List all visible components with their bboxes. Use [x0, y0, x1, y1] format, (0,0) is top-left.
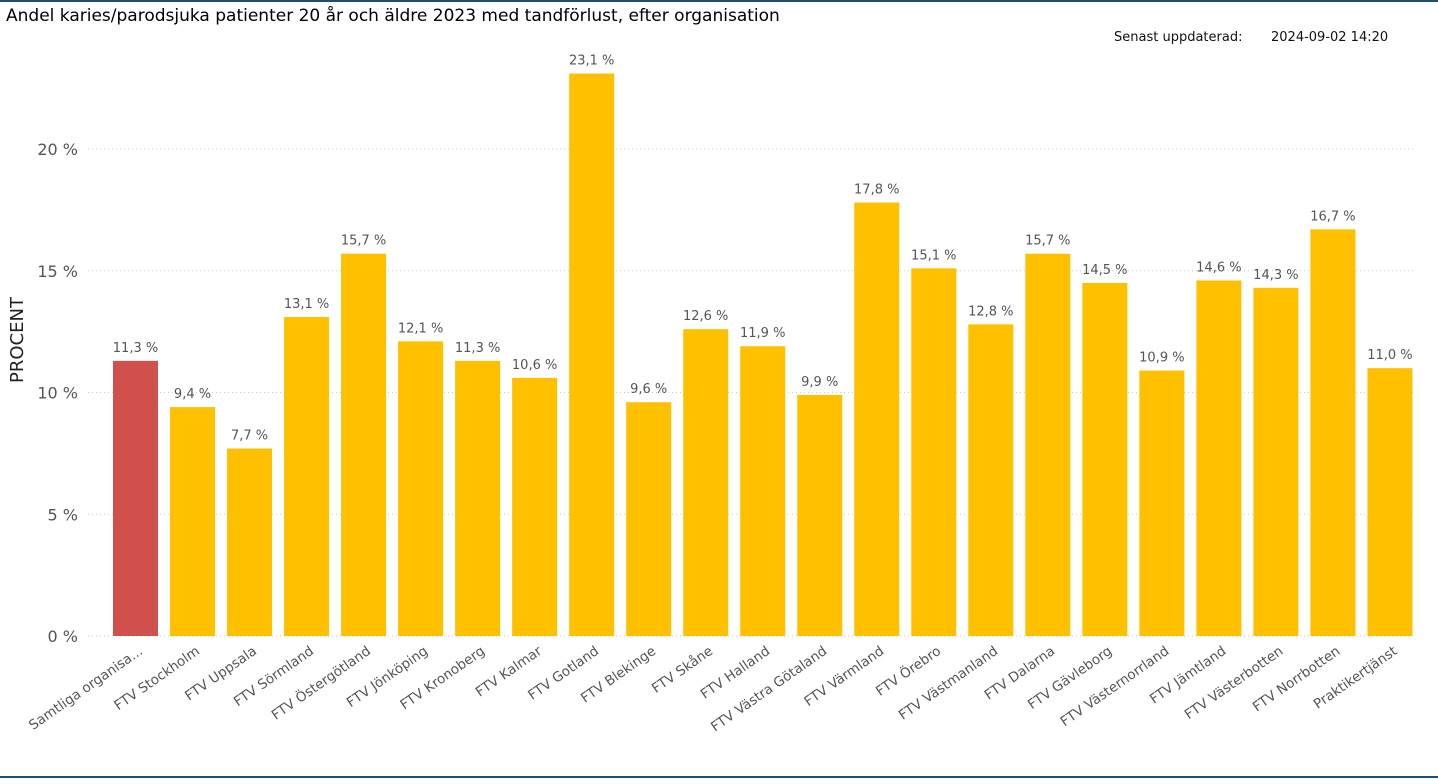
- bar[interactable]: [683, 329, 729, 636]
- data-label: 15,7 %: [1025, 234, 1070, 249]
- bar[interactable]: [569, 73, 615, 636]
- data-label: 15,1 %: [911, 248, 956, 263]
- data-label: 12,8 %: [968, 304, 1013, 319]
- data-label: 15,7 %: [341, 234, 386, 249]
- last-updated-label: Senast uppdaterad:: [1114, 30, 1243, 45]
- data-label: 16,7 %: [1310, 209, 1355, 224]
- y-tick-label: 15 %: [37, 262, 78, 281]
- bar[interactable]: [398, 341, 444, 636]
- bottom-border: [0, 776, 1438, 778]
- bar[interactable]: [512, 377, 558, 636]
- y-axis-label: PROCENT: [7, 296, 28, 383]
- bars: [113, 73, 1413, 637]
- bar[interactable]: [1082, 282, 1128, 636]
- data-label: 11,3 %: [455, 341, 500, 356]
- y-tick-label: 5 %: [48, 505, 78, 524]
- y-tick-label: 0 %: [48, 627, 78, 646]
- data-label: 14,5 %: [1082, 263, 1127, 278]
- last-updated: Senast uppdaterad: 2024-09-02 14:20: [1114, 30, 1388, 45]
- y-tick-label: 10 %: [37, 384, 78, 403]
- bar[interactable]: [227, 448, 273, 636]
- y-tick-label: 20 %: [37, 140, 78, 159]
- bar[interactable]: [1025, 253, 1071, 636]
- data-label: 14,3 %: [1253, 268, 1298, 283]
- data-label: 11,0 %: [1367, 348, 1412, 363]
- bar[interactable]: [854, 202, 900, 636]
- data-label: 23,1 %: [569, 54, 614, 69]
- chart-title: Andel karies/parodsjuka patienter 20 år …: [6, 6, 780, 26]
- bar[interactable]: [284, 317, 330, 636]
- category-label: FTV Östergötland: [268, 642, 374, 724]
- data-label: 9,4 %: [174, 387, 211, 402]
- bar[interactable]: [797, 394, 843, 636]
- last-updated-value: 2024-09-02 14:20: [1271, 30, 1389, 45]
- bar[interactable]: [1310, 229, 1356, 637]
- bar[interactable]: [1196, 280, 1242, 636]
- y-axis-ticks: 0 % 5 % 10 % 15 % 20 %: [37, 140, 78, 646]
- data-label: 11,3 %: [113, 341, 158, 356]
- bar[interactable]: [626, 402, 672, 636]
- data-label: 14,6 %: [1196, 260, 1241, 275]
- bar[interactable]: [740, 346, 786, 636]
- bar[interactable]: [341, 253, 387, 636]
- top-border: [0, 0, 1438, 2]
- data-label: 12,1 %: [398, 321, 443, 336]
- data-labels: 11,3 % 9,4 % 7,7 % 13,1 % 15,7 % 12,1 % 11,3 %…: [113, 54, 1413, 444]
- bar[interactable]: [1139, 370, 1185, 636]
- bar[interactable]: [113, 360, 158, 636]
- bar[interactable]: [170, 407, 216, 636]
- data-label: 13,1 %: [284, 297, 329, 312]
- data-label: 10,6 %: [512, 358, 557, 373]
- bar[interactable]: [1367, 368, 1413, 636]
- data-label: 12,6 %: [683, 309, 728, 324]
- bar[interactable]: [1253, 287, 1299, 636]
- data-label: 9,9 %: [801, 375, 838, 390]
- bar[interactable]: [968, 324, 1014, 636]
- data-label: 10,9 %: [1139, 351, 1184, 366]
- category-label: FTV Västerbotten: [1182, 643, 1286, 723]
- category-label: FTV Västmanland: [896, 643, 1001, 723]
- data-label: 9,6 %: [630, 382, 667, 397]
- data-label: 11,9 %: [740, 326, 785, 341]
- bar[interactable]: [455, 360, 501, 636]
- data-label: 17,8 %: [854, 183, 899, 198]
- data-label: 7,7 %: [231, 429, 268, 444]
- bar[interactable]: [911, 268, 957, 636]
